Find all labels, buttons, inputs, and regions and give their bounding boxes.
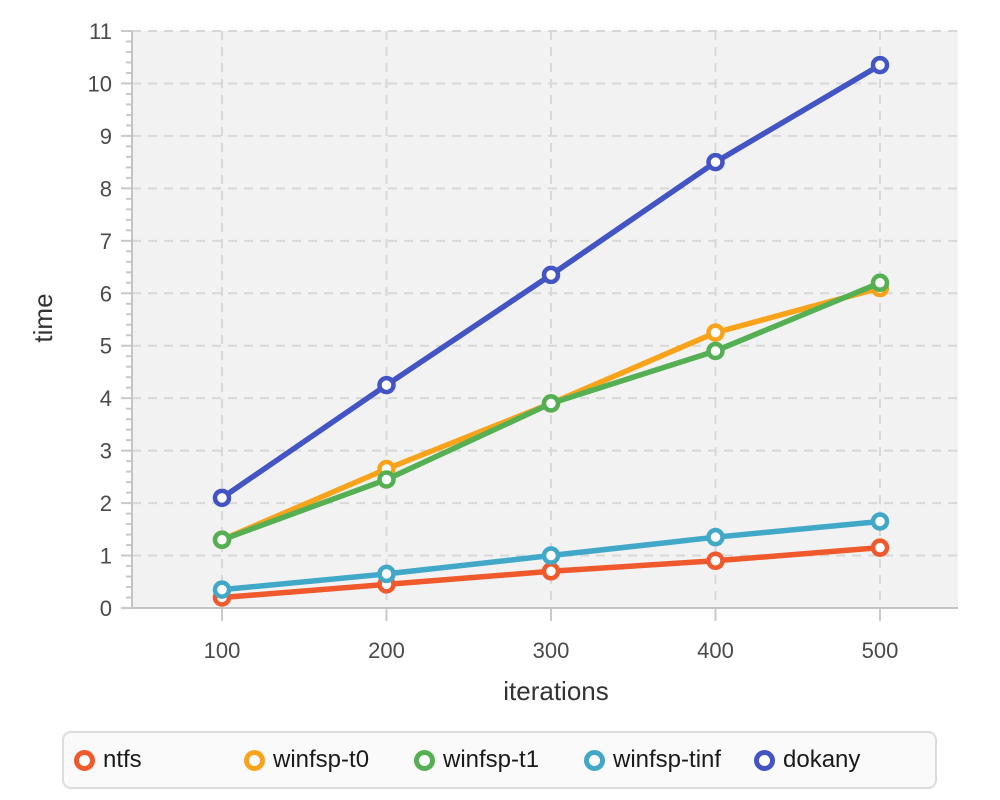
- data-point-winfsp-tinf: [377, 564, 396, 584]
- legend-label: ntfs: [103, 746, 142, 773]
- legend-label: winfsp-tinf: [613, 746, 722, 773]
- legend-marker-icon: [414, 749, 435, 771]
- data-point-winfsp-t1: [212, 530, 232, 550]
- y-tick-label: 2: [100, 491, 112, 516]
- x-tick-label: 500: [862, 638, 899, 663]
- legend-marker-icon: [244, 749, 265, 771]
- x-tick-label: 100: [204, 638, 241, 663]
- legend-item-winfsp-t1[interactable]: winfsp-t1: [414, 748, 584, 772]
- data-point-ntfs: [541, 562, 561, 581]
- data-point-ntfs: [706, 551, 725, 571]
- x-tick-label: 400: [697, 638, 734, 663]
- y-tick-label: 10: [88, 71, 112, 96]
- y-axis-title: time: [28, 293, 58, 342]
- legend-marker-icon: [74, 749, 95, 771]
- legend-marker-icon: [584, 749, 605, 771]
- plot-background: [132, 31, 958, 608]
- data-point-dokany: [706, 152, 725, 172]
- data-point-winfsp-t1: [377, 470, 396, 489]
- data-point-winfsp-tinf: [870, 512, 890, 531]
- data-point-ntfs: [870, 538, 890, 557]
- legend-label: winfsp-t1: [443, 746, 540, 773]
- y-tick-label: 3: [100, 439, 112, 464]
- y-tick-label: 9: [100, 124, 112, 149]
- x-tick-label: 200: [368, 638, 405, 663]
- data-point-winfsp-t0: [706, 323, 725, 342]
- data-point-dokany: [541, 265, 561, 285]
- x-axis-title: iterations: [503, 676, 609, 706]
- y-tick-label: 1: [100, 544, 112, 569]
- y-tick-label: 11: [89, 19, 112, 44]
- legend-item-winfsp-tinf[interactable]: winfsp-tinf: [584, 748, 754, 772]
- legend-label: dokany: [783, 746, 861, 773]
- y-tick-label: 5: [100, 334, 112, 359]
- y-tick-label: 7: [100, 229, 112, 254]
- legend-item-winfsp-t0[interactable]: winfsp-t0: [244, 748, 414, 772]
- y-tick-label: 6: [100, 281, 112, 306]
- data-point-winfsp-t1: [870, 273, 890, 293]
- x-tick-label: 300: [533, 638, 570, 663]
- y-tick-label: 8: [100, 176, 112, 201]
- data-point-winfsp-tinf: [541, 546, 561, 565]
- data-point-dokany: [870, 55, 890, 75]
- chart-legend: ntfs winfsp-t0 winfsp-t1 winfsp-tinf dokany: [62, 731, 937, 789]
- y-tick-label: 0: [100, 596, 112, 621]
- data-point-winfsp-tinf: [706, 527, 725, 547]
- legend-item-dokany[interactable]: dokany: [754, 748, 860, 772]
- data-point-dokany: [377, 375, 396, 395]
- legend-item-ntfs[interactable]: ntfs: [74, 748, 244, 772]
- legend-label: winfsp-t0: [273, 746, 370, 773]
- data-point-winfsp-t1: [541, 394, 561, 413]
- data-point-dokany: [212, 488, 232, 508]
- y-tick-label: 4: [100, 386, 112, 411]
- data-point-winfsp-tinf: [212, 580, 232, 599]
- data-point-winfsp-t1: [706, 341, 725, 361]
- legend-marker-icon: [754, 749, 775, 771]
- plot-area-svg: 0 1 2 3 4 5 6 7 8 9 10 11 100 200 300 400 500 time itera…: [28, 19, 958, 706]
